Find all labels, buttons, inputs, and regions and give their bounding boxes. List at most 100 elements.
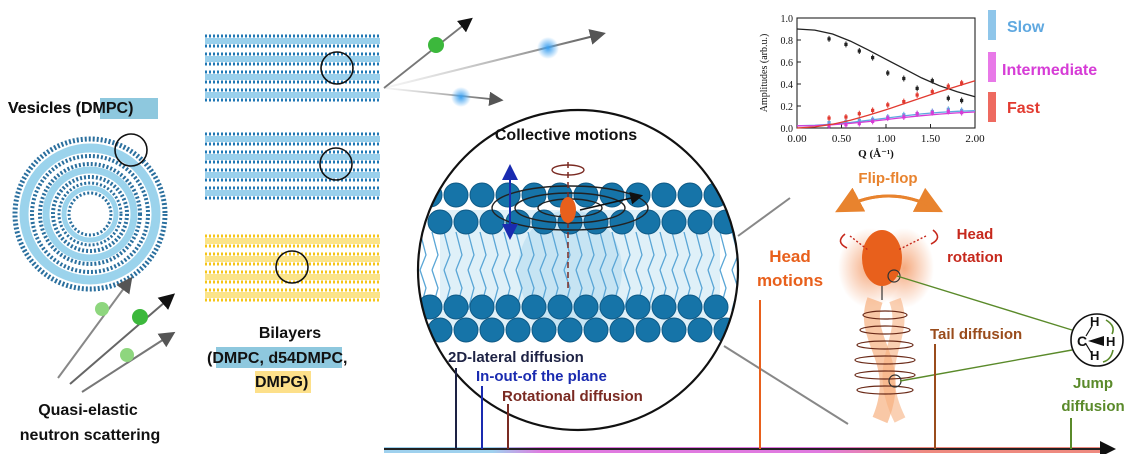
data-point xyxy=(827,37,831,41)
lipid-headgroup xyxy=(573,294,599,320)
ch-hydrogen-bottom: H xyxy=(1090,348,1099,363)
neutron-ball xyxy=(428,37,444,53)
lipid-headgroup xyxy=(677,182,703,208)
lipid-headgroup xyxy=(599,182,625,208)
y-tick-label: 0.8 xyxy=(781,36,794,47)
lipid-headgroup xyxy=(713,209,738,235)
bilayer-sheet xyxy=(205,270,380,284)
methyl-group-diagram: C H H H xyxy=(1070,313,1124,367)
legend-fast: Fast xyxy=(1007,100,1041,117)
bilayer-sheet xyxy=(205,168,380,182)
collective-motions-circle xyxy=(416,108,740,432)
lipid-illustration xyxy=(835,187,944,424)
zoom-circle xyxy=(275,250,309,284)
lipid-headgroup xyxy=(453,317,479,343)
bilayer-sheet xyxy=(205,88,380,102)
ch-connector xyxy=(896,275,1073,331)
series-fast xyxy=(796,79,976,129)
y-tick-label: 1.0 xyxy=(781,14,794,25)
lipid-headgroup xyxy=(427,317,453,343)
qens-label-line2: neutron scattering xyxy=(20,427,160,444)
data-point xyxy=(960,81,964,85)
lipid-headgroup xyxy=(661,209,687,235)
bilayer-sheet xyxy=(205,150,380,164)
lipid-headgroup xyxy=(469,182,495,208)
tail-diffusion-label: Tail diffusion xyxy=(930,326,1022,343)
data-point xyxy=(902,115,906,119)
y-tick-label: 0.4 xyxy=(781,80,794,91)
bilayers-blue-highlight xyxy=(216,347,342,368)
lipid-headgroup xyxy=(479,317,505,343)
bilayer-sheet xyxy=(205,132,380,146)
lipid-headgroup xyxy=(651,182,677,208)
data-point xyxy=(946,109,950,114)
collective-motion-glyphs xyxy=(491,162,649,290)
head-rotation-label-2: rotation xyxy=(947,249,1003,266)
in-out-plane-label: In-out-of the plane xyxy=(476,368,607,385)
data-point xyxy=(946,84,950,88)
flip-flop-label: Flip-flop xyxy=(858,170,917,187)
lipid-headgroup xyxy=(427,209,453,235)
x-tick-label: 1.50 xyxy=(921,133,941,145)
head-motions-label-2: motions xyxy=(757,271,823,290)
ch-hydrogen-right: H xyxy=(1106,334,1115,349)
data-point xyxy=(857,112,861,116)
bilayer-sheet xyxy=(205,34,380,48)
bilayer-sheet xyxy=(205,52,380,66)
x-tick-label: 1.00 xyxy=(876,133,896,145)
fit-line xyxy=(796,80,976,129)
lipid-headgroup xyxy=(635,209,661,235)
lipid-headgroup xyxy=(635,317,661,343)
data-point xyxy=(946,96,950,100)
lipid-headgroup xyxy=(703,294,729,320)
head-motions-label-1: Head xyxy=(769,247,811,266)
data-point xyxy=(844,115,848,119)
data-point xyxy=(930,79,934,83)
lipid-headgroup xyxy=(651,294,677,320)
data-point xyxy=(871,119,875,123)
lipid-headgroup xyxy=(418,182,443,208)
x-tick-label: 0.50 xyxy=(832,133,852,145)
lipid-headgroup xyxy=(599,294,625,320)
data-point xyxy=(915,112,919,116)
bilayer-stacks xyxy=(205,34,380,302)
dmpc-highlight xyxy=(100,98,158,119)
zoom-connector xyxy=(723,345,849,425)
zoom-connector xyxy=(737,197,791,237)
qens-label-line1: Quasi-elastic xyxy=(38,402,138,419)
zoom-circle xyxy=(319,147,353,181)
legend-swatch-intermediate xyxy=(988,52,996,82)
series-total xyxy=(796,28,976,104)
data-point xyxy=(857,118,861,122)
lipid-headgroup xyxy=(583,317,609,343)
neutron-ball xyxy=(95,302,109,316)
neutron-ball xyxy=(537,37,559,59)
data-point xyxy=(915,93,919,97)
neutron-ball xyxy=(132,309,148,325)
collective-motions-title: Collective motions xyxy=(495,127,637,144)
data-point xyxy=(857,122,861,126)
data-point xyxy=(886,116,890,120)
lipid-headgroup xyxy=(677,294,703,320)
bilayers-title: Bilayers xyxy=(259,325,321,342)
zoom-circle xyxy=(114,133,148,167)
data-point xyxy=(902,76,906,81)
lipid-headgroup xyxy=(453,209,479,235)
x-tick-label: 0.00 xyxy=(787,133,807,145)
lipid-headgroup xyxy=(495,294,521,320)
data-point xyxy=(930,90,934,94)
ch-hydrogen-top: H xyxy=(1090,314,1099,329)
data-point xyxy=(827,116,831,120)
bilayers-lipids-line2: DMPG) xyxy=(255,374,308,391)
bilayer-sheet xyxy=(205,234,380,248)
ch-connector xyxy=(899,349,1073,382)
legend-intermediate: Intermediate xyxy=(1002,62,1097,79)
data-point xyxy=(827,124,831,128)
bilayers-lipids-line1: (DMPC, d54DMPC, xyxy=(207,350,347,367)
data-point xyxy=(930,111,934,115)
neutron-ball xyxy=(451,87,471,107)
bilayer-sheet xyxy=(205,252,380,266)
lipid-headgroup xyxy=(609,317,635,343)
lipid-headgroup xyxy=(687,317,713,343)
